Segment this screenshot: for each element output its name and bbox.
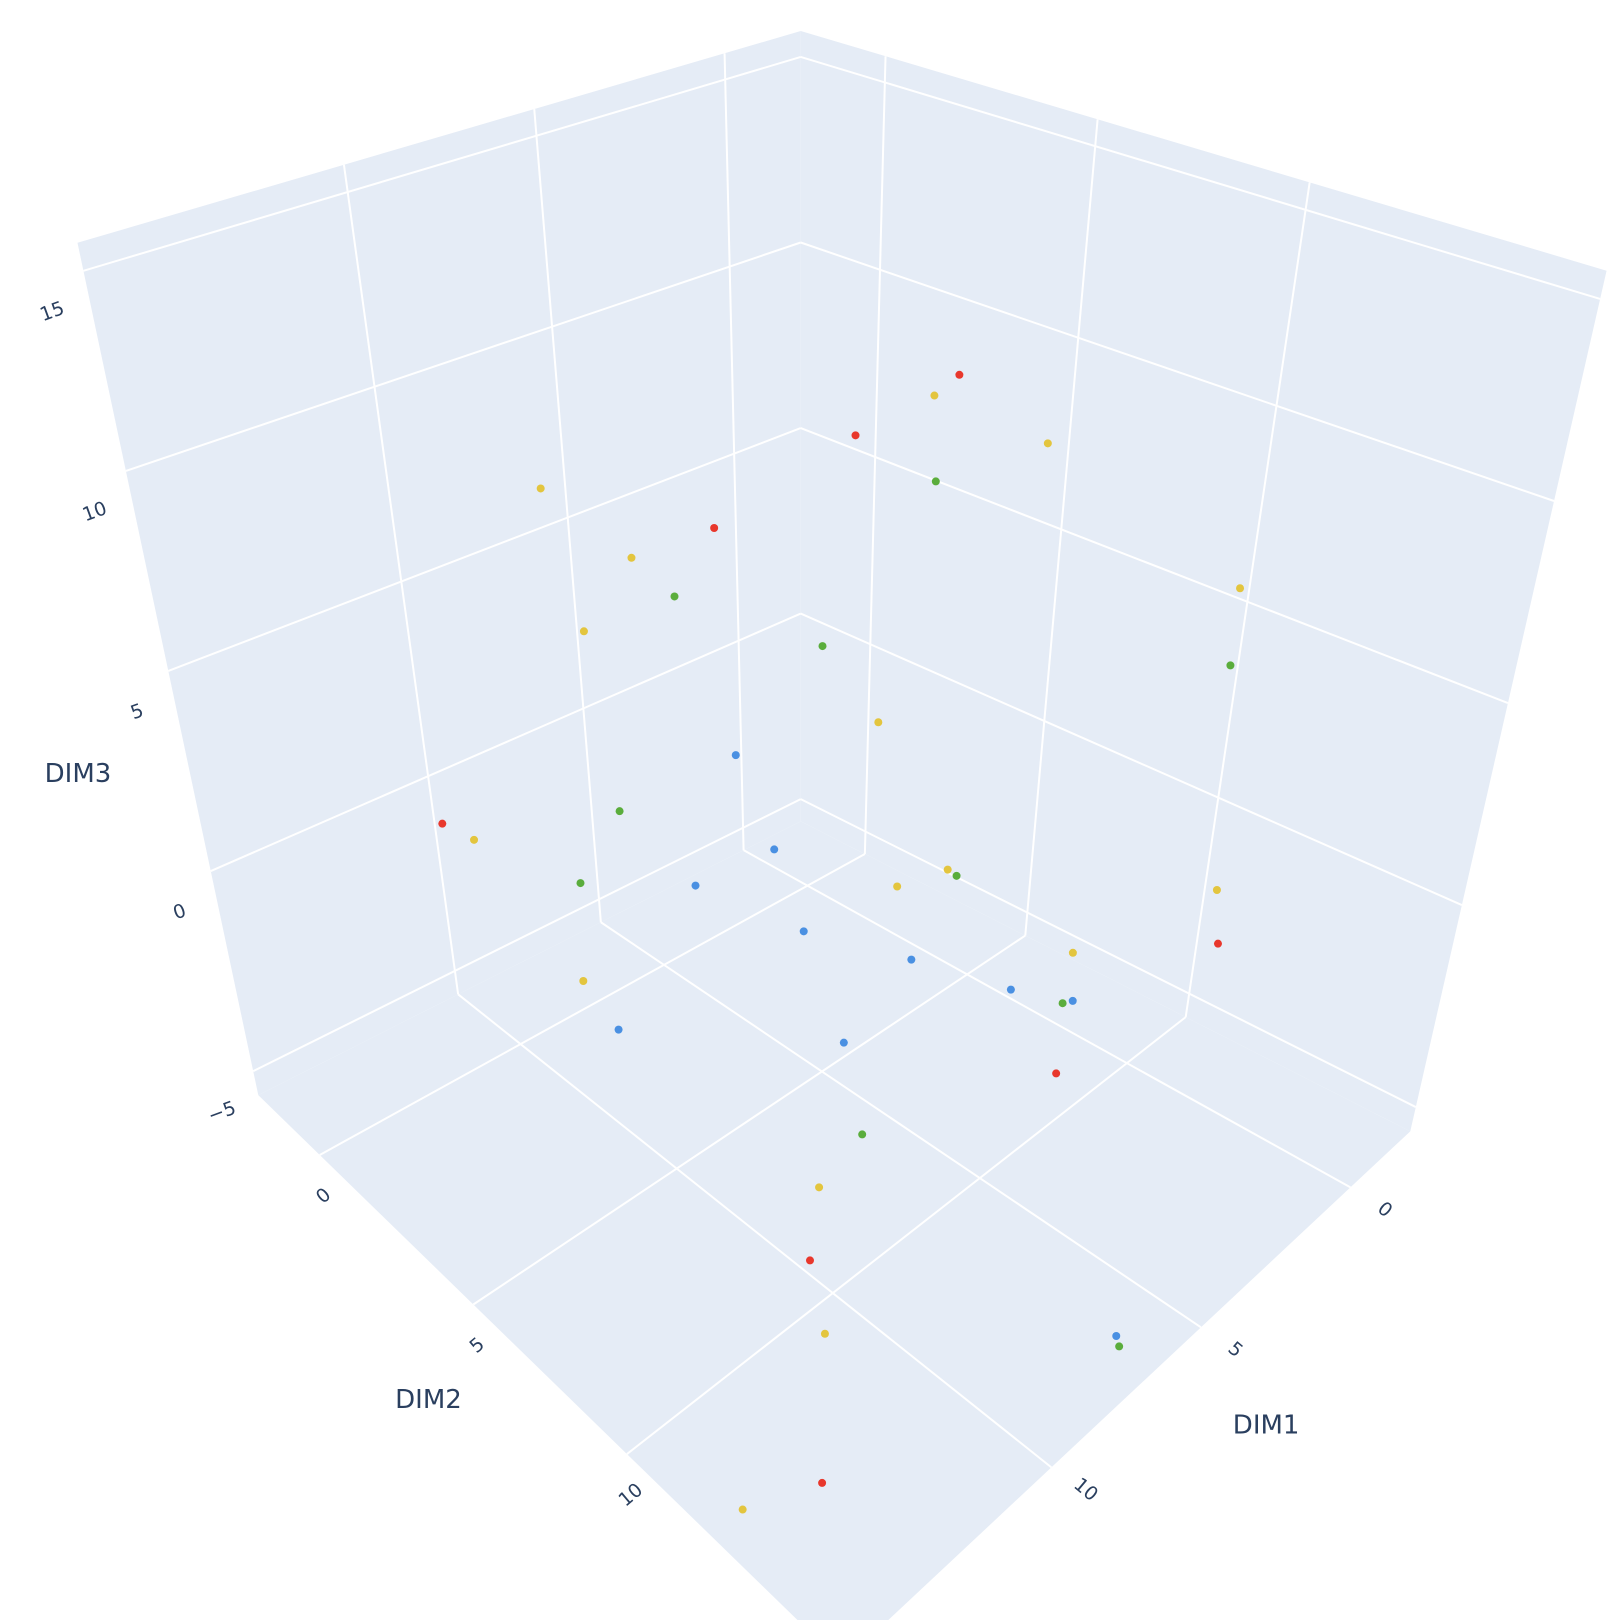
point xyxy=(893,882,902,891)
grid-line xyxy=(125,241,802,472)
z-tick-label: −5 xyxy=(205,1097,239,1127)
point xyxy=(438,819,447,828)
grid-line xyxy=(800,798,1417,1108)
floor xyxy=(258,821,1411,1620)
point xyxy=(670,592,679,601)
z-axis-title: DIM3 xyxy=(45,759,112,789)
point xyxy=(615,807,624,816)
grid-line xyxy=(167,427,802,672)
grid-line xyxy=(1184,182,1311,1018)
left-wall xyxy=(77,30,801,1096)
point xyxy=(710,523,719,532)
point xyxy=(579,977,588,986)
point xyxy=(627,553,636,562)
point xyxy=(858,1130,867,1139)
point xyxy=(1112,1331,1121,1340)
y-axis-title: DIM2 xyxy=(395,1385,462,1415)
point xyxy=(1006,985,1015,994)
point xyxy=(805,1256,814,1265)
grid-line xyxy=(600,921,1202,1329)
grid-line xyxy=(1024,119,1099,936)
z-tick-label: 0 xyxy=(170,900,189,925)
point xyxy=(576,879,585,888)
grid-line xyxy=(863,56,887,855)
z-tick-label: 5 xyxy=(128,699,147,724)
point xyxy=(579,627,588,636)
grid-line xyxy=(723,53,745,851)
point xyxy=(943,865,952,874)
scene-walls xyxy=(77,30,1607,1620)
point xyxy=(1068,948,1077,957)
point xyxy=(818,642,827,651)
point xyxy=(839,1038,848,1047)
x-axis-title: DIM1 xyxy=(1233,1411,1300,1441)
point xyxy=(851,431,860,440)
x-tick-label: 10 xyxy=(1069,1474,1102,1506)
point xyxy=(1212,886,1221,895)
point xyxy=(818,1478,827,1487)
grid-line xyxy=(800,241,1555,502)
point xyxy=(770,845,779,854)
y-tick-label: 0 xyxy=(312,1184,335,1209)
grid-line xyxy=(252,798,802,1073)
point xyxy=(815,1183,824,1192)
grid-line xyxy=(800,612,1463,906)
point xyxy=(731,751,740,760)
point xyxy=(799,927,808,936)
grid-line xyxy=(533,108,602,923)
point xyxy=(470,835,479,844)
grid-line xyxy=(342,164,460,995)
point xyxy=(1226,661,1235,670)
grid-line xyxy=(457,993,1053,1469)
grid-line xyxy=(210,612,802,872)
point xyxy=(1058,999,1067,1008)
right-wall xyxy=(800,30,1607,1132)
point xyxy=(691,881,700,890)
grid-line xyxy=(83,56,801,272)
z-tick-label: 10 xyxy=(80,497,110,526)
point xyxy=(738,1505,747,1514)
z-tick-label: 15 xyxy=(37,297,67,326)
grid-line xyxy=(626,1016,1187,1455)
point xyxy=(874,718,883,727)
grid-line xyxy=(319,853,866,1156)
point xyxy=(955,370,964,379)
point xyxy=(1236,584,1245,593)
point xyxy=(930,391,939,400)
point xyxy=(1213,939,1222,948)
x-tick-label: 0 xyxy=(1373,1197,1396,1222)
y-tick-label: 10 xyxy=(614,1479,647,1511)
point xyxy=(1115,1342,1124,1351)
point xyxy=(614,1025,623,1034)
x-tick-label: 5 xyxy=(1224,1337,1247,1362)
y-tick-label: 5 xyxy=(465,1333,488,1358)
grid xyxy=(83,53,1601,1469)
point xyxy=(952,871,961,880)
point xyxy=(1043,439,1052,448)
point xyxy=(536,484,545,493)
point xyxy=(1052,1069,1061,1078)
grid-line xyxy=(800,56,1601,300)
point xyxy=(1068,996,1077,1005)
point xyxy=(907,955,916,964)
grid-line xyxy=(472,934,1026,1306)
points xyxy=(438,370,1245,1514)
grid-line xyxy=(743,849,1351,1189)
grid-line xyxy=(800,427,1509,704)
point xyxy=(820,1329,829,1338)
point xyxy=(931,477,940,486)
